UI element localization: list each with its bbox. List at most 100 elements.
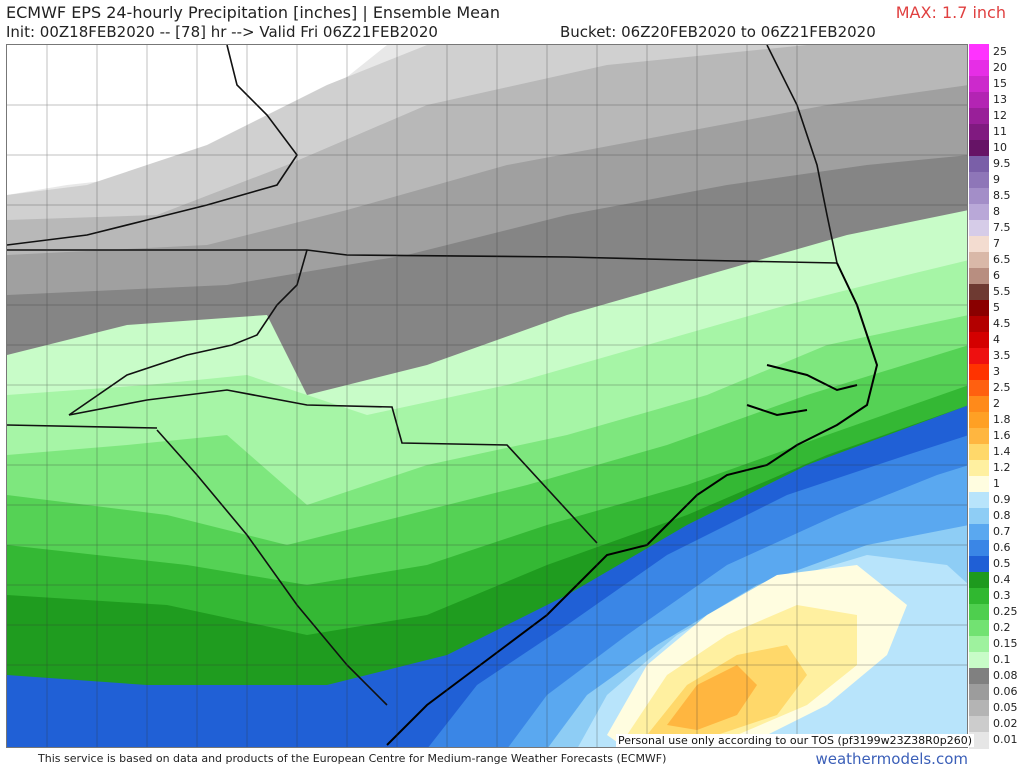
legend-label: 0.6 bbox=[993, 541, 1011, 554]
legend-swatch bbox=[969, 460, 989, 477]
legend-swatch bbox=[969, 508, 989, 525]
legend-swatch bbox=[969, 380, 989, 397]
legend-label: 4 bbox=[993, 333, 1000, 346]
map-title: ECMWF EPS 24-hourly Precipitation [inche… bbox=[6, 3, 500, 22]
legend-label: 4.5 bbox=[993, 317, 1011, 330]
legend-swatch bbox=[969, 204, 989, 221]
band-1.6 bbox=[667, 665, 757, 730]
legend-swatch bbox=[969, 188, 989, 205]
legend-label: 1 bbox=[993, 477, 1000, 490]
legend-swatch bbox=[969, 540, 989, 557]
legend-label: 0.01 bbox=[993, 733, 1018, 746]
legend-swatch bbox=[969, 44, 989, 61]
legend-swatch bbox=[969, 140, 989, 157]
legend-swatch bbox=[969, 220, 989, 237]
legend-swatch bbox=[969, 172, 989, 189]
legend-swatch bbox=[969, 620, 989, 637]
legend-swatch bbox=[969, 492, 989, 509]
legend-label: 0.9 bbox=[993, 493, 1011, 506]
legend-label: 9.5 bbox=[993, 157, 1011, 170]
legend-swatch bbox=[969, 444, 989, 461]
legend-swatch bbox=[969, 524, 989, 541]
legend-label: 0.05 bbox=[993, 701, 1018, 714]
legend-swatch bbox=[969, 284, 989, 301]
brand-link[interactable]: weathermodels.com bbox=[815, 750, 968, 768]
legend-label: 0.08 bbox=[993, 669, 1018, 682]
precipitation-legend: 25 20 15 13 12 11 10 9.5 9 8.5 8 7.5 7 6.5 6 5.5 5 4.5 4 3.… bbox=[969, 44, 1024, 749]
legend-swatch bbox=[969, 684, 989, 701]
legend-label: 0.15 bbox=[993, 637, 1018, 650]
legend-swatch bbox=[969, 700, 989, 717]
legend-label: 2 bbox=[993, 397, 1000, 410]
legend-label: 0.5 bbox=[993, 557, 1011, 570]
legend-label: 0.02 bbox=[993, 717, 1018, 730]
legend-label: 13 bbox=[993, 93, 1007, 106]
legend-swatch bbox=[969, 412, 989, 429]
legend-label: 8 bbox=[993, 205, 1000, 218]
legend-swatch bbox=[969, 572, 989, 589]
legend-label: 0.4 bbox=[993, 573, 1011, 586]
legend-swatch bbox=[969, 668, 989, 685]
legend-label: 9 bbox=[993, 173, 1000, 186]
legend-swatch bbox=[969, 236, 989, 253]
legend-swatch bbox=[969, 124, 989, 141]
legend-label: 1.2 bbox=[993, 461, 1011, 474]
legend-label: 15 bbox=[993, 77, 1007, 90]
legend-swatch bbox=[969, 92, 989, 109]
legend-swatch bbox=[969, 604, 989, 621]
legend-swatch bbox=[969, 652, 989, 669]
legend-label: 0.7 bbox=[993, 525, 1011, 538]
map-header: ECMWF EPS 24-hourly Precipitation [inche… bbox=[0, 0, 1024, 44]
legend-label: 0.3 bbox=[993, 589, 1011, 602]
legend-swatch bbox=[969, 396, 989, 413]
legend-label: 25 bbox=[993, 45, 1007, 58]
legend-label: 12 bbox=[993, 109, 1007, 122]
legend-label: 0.2 bbox=[993, 621, 1011, 634]
legend-label: 11 bbox=[993, 125, 1007, 138]
init-line: Init: 00Z18FEB2020 -- [78] hr --> Valid … bbox=[6, 23, 438, 41]
max-value: MAX: 1.7 inch bbox=[895, 3, 1006, 22]
legend-label: 0.25 bbox=[993, 605, 1018, 618]
legend-swatch bbox=[969, 556, 989, 573]
legend-label: 3.5 bbox=[993, 349, 1011, 362]
legend-swatch bbox=[969, 332, 989, 349]
legend-swatch bbox=[969, 364, 989, 381]
legend-label: 5 bbox=[993, 301, 1000, 314]
legend-label: 20 bbox=[993, 61, 1007, 74]
tos-note: Personal use only according to our TOS (… bbox=[616, 734, 975, 747]
legend-label: 8.5 bbox=[993, 189, 1011, 202]
ecmwf-credit: This service is based on data and produc… bbox=[38, 752, 667, 765]
map-canvas bbox=[7, 45, 967, 747]
legend-label: 1.6 bbox=[993, 429, 1011, 442]
legend-swatch bbox=[969, 348, 989, 365]
legend-label: 6.5 bbox=[993, 253, 1011, 266]
legend-label: 0.06 bbox=[993, 685, 1018, 698]
legend-swatch bbox=[969, 156, 989, 173]
legend-label: 3 bbox=[993, 365, 1000, 378]
legend-swatch bbox=[969, 268, 989, 285]
legend-swatch bbox=[969, 636, 989, 653]
legend-swatch bbox=[969, 476, 989, 493]
legend-swatch bbox=[969, 108, 989, 125]
legend-label: 6 bbox=[993, 269, 1000, 282]
legend-label: 5.5 bbox=[993, 285, 1011, 298]
legend-label: 0.8 bbox=[993, 509, 1011, 522]
footer: This service is based on data and produc… bbox=[0, 750, 1024, 768]
legend-label: 10 bbox=[993, 141, 1007, 154]
legend-swatch bbox=[969, 60, 989, 77]
legend-swatch bbox=[969, 300, 989, 317]
legend-swatch bbox=[969, 252, 989, 269]
legend-label: 2.5 bbox=[993, 381, 1011, 394]
legend-swatch bbox=[969, 316, 989, 333]
legend-swatch bbox=[969, 76, 989, 93]
legend-label: 1.4 bbox=[993, 445, 1011, 458]
legend-label: 0.1 bbox=[993, 653, 1011, 666]
legend-swatch bbox=[969, 428, 989, 445]
legend-label: 7.5 bbox=[993, 221, 1011, 234]
legend-swatch bbox=[969, 588, 989, 605]
bucket-line: Bucket: 06Z20FEB2020 to 06Z21FEB2020 bbox=[560, 23, 876, 41]
legend-swatch bbox=[969, 716, 989, 733]
legend-label: 7 bbox=[993, 237, 1000, 250]
precipitation-map bbox=[6, 44, 968, 748]
legend-label: 1.8 bbox=[993, 413, 1011, 426]
